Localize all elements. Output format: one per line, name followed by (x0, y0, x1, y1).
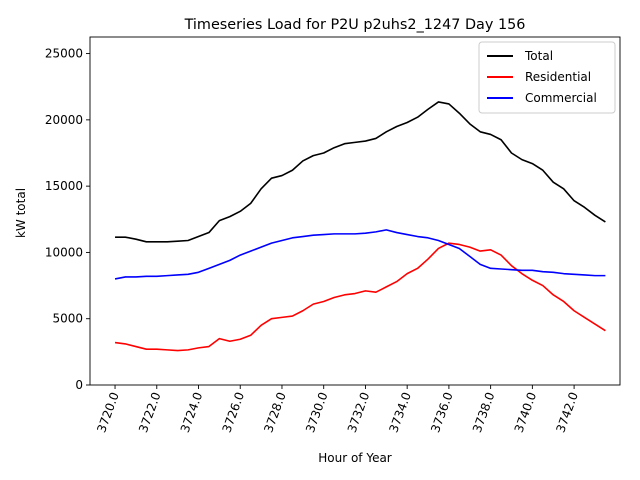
legend-box (478, 41, 616, 114)
y-axis-label: kW total (14, 188, 28, 238)
y-tick-label: 0 (75, 378, 83, 392)
y-tick-label: 20000 (45, 113, 83, 127)
legend-label-residential: Residential (525, 70, 591, 84)
legend: Total Residential Commercial (478, 41, 616, 114)
y-tick-label: 5000 (52, 312, 83, 326)
legend-label-commercial: Commercial (525, 91, 597, 105)
legend-label-total: Total (524, 49, 553, 63)
x-axis-label: Hour of Year (318, 451, 392, 465)
series-line-residential (114, 242, 606, 352)
y-tick-label: 10000 (45, 245, 83, 259)
y-tick-label: 25000 (45, 47, 83, 61)
axes-frame (89, 36, 621, 386)
y-tick-label: 15000 (45, 179, 83, 193)
chart-title: Timeseries Load for P2U p2uhs2_1247 Day … (184, 17, 526, 33)
series-line-total (115, 101, 606, 243)
series-line-commercial (114, 229, 606, 280)
